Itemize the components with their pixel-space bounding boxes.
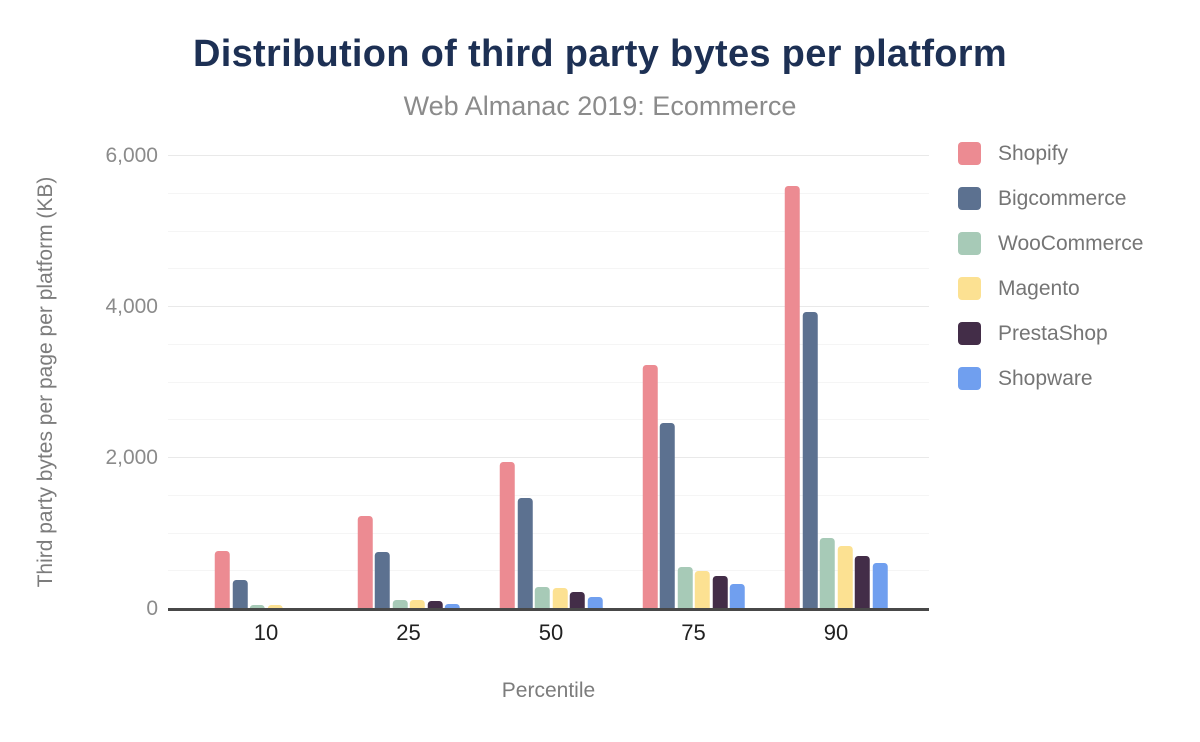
legend-swatch-woocommerce <box>958 232 981 255</box>
bar-prestashop-p75[interactable] <box>712 576 728 609</box>
y-tick-label: 6,000 <box>105 144 158 167</box>
bar-shopify-p50[interactable] <box>499 461 515 609</box>
gridline-minor <box>168 230 929 232</box>
bar-bigcommerce-p90[interactable] <box>802 312 818 609</box>
bar-bigcommerce-p25[interactable] <box>374 551 390 609</box>
y-axis-title: Third party bytes per page per platform … <box>34 176 57 588</box>
bar-woocommerce-p50[interactable] <box>534 587 550 609</box>
bar-magento-p50[interactable] <box>552 588 568 609</box>
legend-item-prestashop: PrestaShop <box>958 322 1143 345</box>
x-axis-title: Percentile <box>501 679 596 702</box>
bar-group-p25 <box>357 156 460 609</box>
y-tick-label: 0 <box>146 597 158 620</box>
bar-prestashop-p90[interactable] <box>854 556 870 609</box>
bar-magento-p10[interactable] <box>267 605 283 609</box>
chart-title: Distribution of third party bytes per pl… <box>193 33 1007 75</box>
gridline-minor <box>168 381 929 383</box>
legend-swatch-prestashop <box>958 322 981 345</box>
x-tick-label-50: 50 <box>538 620 564 645</box>
bar-shopware-p50[interactable] <box>587 596 603 609</box>
legend-item-bigcommerce: Bigcommerce <box>958 187 1143 210</box>
legend-label-bigcommerce: Bigcommerce <box>998 186 1127 210</box>
x-tick-label-75: 75 <box>681 620 706 645</box>
bar-magento-p75[interactable] <box>694 570 710 609</box>
legend-item-magento: Magento <box>958 277 1143 300</box>
bar-shopware-p25[interactable] <box>444 603 460 609</box>
bar-shopware-p75[interactable] <box>729 584 745 609</box>
plot-area <box>168 155 929 611</box>
bar-woocommerce-p75[interactable] <box>677 566 693 609</box>
x-tick-label-90: 90 <box>823 620 849 645</box>
gridline-minor <box>168 570 929 572</box>
legend-swatch-shopware <box>958 367 981 390</box>
bar-magento-p25[interactable] <box>409 600 425 609</box>
gridline-major <box>168 155 929 156</box>
y-tick-label: 4,000 <box>105 295 158 318</box>
bar-woocommerce-p90[interactable] <box>819 538 835 609</box>
gridline-minor <box>168 268 929 270</box>
chart-subtitle: Web Almanac 2019: Ecommerce <box>403 91 797 121</box>
bar-group-p90 <box>784 156 888 609</box>
bar-shopify-p25[interactable] <box>357 516 373 609</box>
gridline-minor <box>168 494 929 496</box>
legend-swatch-shopify <box>958 142 981 165</box>
bar-bigcommerce-p75[interactable] <box>659 423 675 609</box>
legend-label-shopware: Shopware <box>998 366 1093 390</box>
legend-swatch-magento <box>958 277 981 300</box>
bar-shopify-p90[interactable] <box>784 186 800 609</box>
legend-item-shopify: Shopify <box>958 142 1143 165</box>
gridline-minor <box>168 419 929 421</box>
y-tick-label: 2,000 <box>105 446 158 469</box>
legend-item-woocommerce: WooCommerce <box>958 232 1143 255</box>
gridline-major <box>168 306 929 308</box>
bar-magento-p90[interactable] <box>837 545 853 609</box>
legend-label-magento: Magento <box>998 276 1080 300</box>
bar-group-p50 <box>499 156 603 609</box>
legend-swatch-bigcommerce <box>958 187 981 210</box>
bar-bigcommerce-p50[interactable] <box>517 498 533 609</box>
legend: Shopify Bigcommerce WooCommerce Magento Pres… <box>958 142 1143 412</box>
legend-label-woocommerce: WooCommerce <box>998 231 1144 255</box>
bar-prestashop-p25[interactable] <box>427 601 443 609</box>
gridline-minor <box>168 343 929 345</box>
bar-prestashop-p50[interactable] <box>569 592 585 609</box>
bar-shopware-p90[interactable] <box>872 562 888 609</box>
bar-bigcommerce-p10[interactable] <box>232 579 248 609</box>
gridline-minor <box>168 192 929 194</box>
legend-label-shopify: Shopify <box>998 141 1069 165</box>
bar-shopify-p75[interactable] <box>642 365 658 609</box>
bar-woocommerce-p25[interactable] <box>392 599 408 609</box>
legend-item-shopware: Shopware <box>958 367 1143 390</box>
x-tick-label-25: 25 <box>396 620 421 645</box>
bar-group-p10 <box>214 156 318 609</box>
x-axis-line <box>168 608 929 611</box>
bar-group-p75 <box>642 156 745 609</box>
bar-shopify-p10[interactable] <box>214 550 230 609</box>
gridline-major <box>168 457 929 459</box>
x-tick-label-10: 10 <box>253 620 279 645</box>
bar-woocommerce-p10[interactable] <box>249 604 265 609</box>
gridline-minor <box>168 532 929 534</box>
legend-label-prestashop: PrestaShop <box>998 321 1108 345</box>
